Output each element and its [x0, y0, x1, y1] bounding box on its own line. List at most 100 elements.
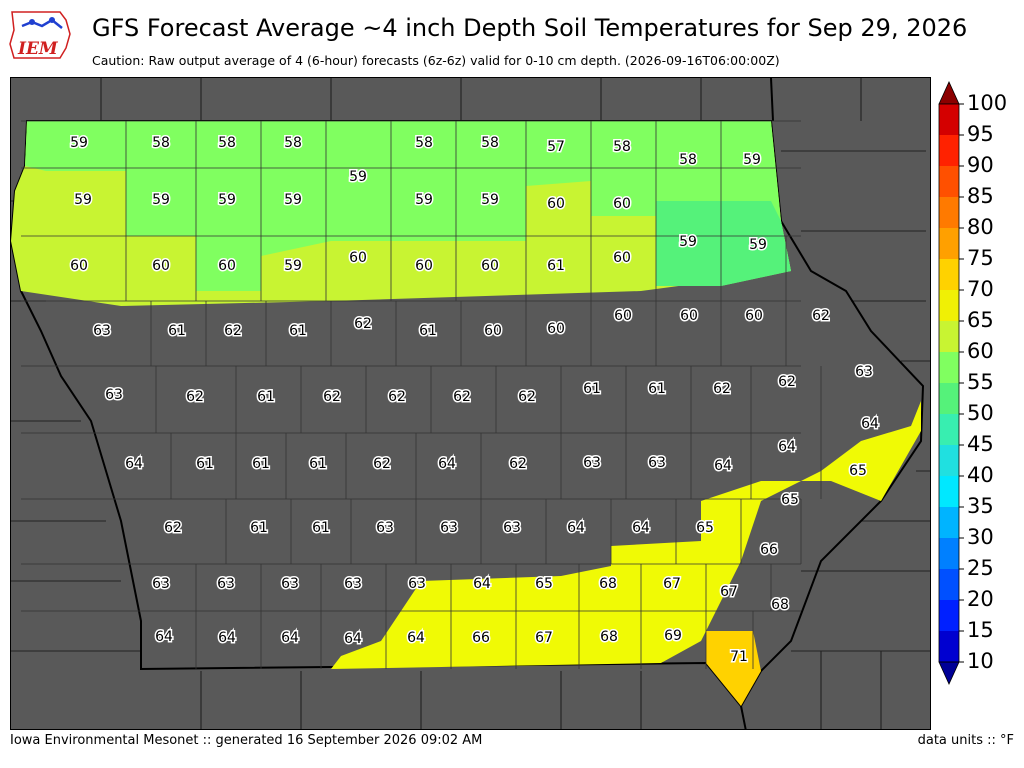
colorbar-swatch: [939, 600, 959, 631]
colorbar-swatches: [938, 81, 960, 685]
colorbar-ticks: 100 95 90 85 80 75 70 65 60 55 50 45 40 35 30 25 20 15 10: [959, 91, 1007, 673]
soil-temperature-map: 59 58 58 58 58 58 57 58 58 59 59 59 59 59 59 59 59 60 60 60…: [10, 77, 931, 730]
county-temperature-label: 61: [168, 323, 186, 339]
county-temperature-label: 62: [453, 389, 471, 405]
colorbar-swatch: [939, 166, 959, 197]
county-temperature-label: 64: [632, 520, 650, 536]
colorbar-swatch: [939, 445, 959, 476]
county-temperature-label: 64: [438, 456, 456, 472]
county-temperature-label: 63: [440, 520, 458, 536]
iowa-shapes: [11, 121, 921, 706]
colorbar-tick-label: 100: [967, 91, 1007, 115]
county-temperature-label: 61: [289, 323, 307, 339]
colorbar-tick-label: 90: [967, 153, 994, 177]
county-temperature-label: 60: [481, 258, 499, 274]
county-temperature-label: 62: [323, 389, 341, 405]
colorbar-tick-label: 30: [967, 525, 994, 549]
colorbar-tick-label: 25: [967, 556, 994, 580]
colorbar-swatch: [939, 135, 959, 166]
county-temperature-label: 68: [771, 597, 789, 613]
iem-logo: IEM: [8, 4, 78, 64]
county-temperature-label: 62: [812, 308, 830, 324]
colorbar-tick-label: 45: [967, 432, 994, 456]
county-temperature-label: 59: [679, 234, 697, 250]
county-temperature-label: 59: [481, 192, 499, 208]
colorbar-swatch: [939, 383, 959, 414]
logo-text: IEM: [17, 39, 59, 59]
colorbar-swatch: [939, 228, 959, 259]
county-temperature-label: 64: [861, 416, 879, 432]
temperature-labels: 59 58 58 58 58 58 57 58 58 59 59 59 59 59 59 59 59 60 60 60…: [69, 134, 881, 667]
county-temperature-label: 64: [778, 439, 796, 455]
county-temperature-label: 65: [849, 463, 867, 479]
page-subtitle: Caution: Raw output average of 4 (6-hour…: [92, 53, 780, 68]
colorbar-swatch: [939, 476, 959, 507]
county-temperature-label: 65: [696, 520, 714, 536]
county-temperature-label: 59: [284, 258, 302, 274]
temperature-region: [25, 121, 791, 291]
colorbar-swatch: [939, 538, 959, 569]
colorbar-swatch: [939, 259, 959, 290]
colorbar-tick-label: 40: [967, 463, 994, 487]
county-temperature-label: 60: [547, 196, 565, 212]
county-temperature-label: 68: [600, 629, 618, 645]
county-temperature-label: 61: [583, 381, 601, 397]
county-temperature-label: 60: [152, 258, 170, 274]
colorbar-tick-label: 10: [967, 649, 994, 673]
colorbar-swatch: [939, 197, 959, 228]
footer-units: data units :: °F: [917, 733, 1014, 748]
county-temperature-label: 64: [344, 631, 362, 647]
county-temperature-label: 58: [679, 152, 697, 168]
county-temperature-label: 64: [407, 630, 425, 646]
county-temperature-label: 60: [680, 308, 698, 324]
county-temperature-label: 63: [583, 455, 601, 471]
county-temperature-label: 62: [186, 389, 204, 405]
county-temperature-label: 63: [93, 323, 111, 339]
county-temperature-label: 63: [503, 520, 521, 536]
colorbar-swatch: [939, 290, 959, 321]
county-temperature-label: 59: [284, 192, 302, 208]
county-temperature-label: 67: [663, 576, 681, 592]
county-temperature-label: 61: [547, 258, 565, 274]
colorbar-tick-label: 15: [967, 618, 994, 642]
colorbar-tick-label: 75: [967, 246, 994, 270]
colorbar-arrow-bottom: [938, 661, 960, 685]
county-temperature-label: 59: [218, 192, 236, 208]
colorbar-tick-label: 20: [967, 587, 994, 611]
county-temperature-label: 60: [613, 250, 631, 266]
county-temperature-label: 63: [648, 455, 666, 471]
temperature-region: [706, 631, 761, 706]
county-temperature-label: 64: [155, 629, 173, 645]
county-temperature-label: 62: [388, 389, 406, 405]
county-temperature-label: 67: [720, 584, 738, 600]
county-temperature-label: 61: [252, 456, 270, 472]
county-temperature-label: 62: [164, 520, 182, 536]
colorbar-swatch: [939, 631, 959, 662]
county-temperature-label: 62: [354, 316, 372, 332]
county-temperature-label: 66: [472, 630, 490, 646]
county-temperature-label: 61: [257, 389, 275, 405]
county-temperature-label: 64: [714, 458, 732, 474]
county-temperature-label: 63: [281, 576, 299, 592]
county-temperature-label: 62: [224, 323, 242, 339]
county-temperature-label: 58: [613, 139, 631, 155]
county-temperature-label: 65: [781, 492, 799, 508]
colorbar-swatch: [939, 507, 959, 538]
county-temperature-label: 61: [312, 520, 330, 536]
county-temperature-label: 64: [567, 520, 585, 536]
county-temperature-label: 69: [664, 628, 682, 644]
county-temperature-label: 58: [218, 135, 236, 151]
county-temperature-label: 58: [284, 135, 302, 151]
county-temperature-label: 62: [518, 389, 536, 405]
colorbar-swatch: [939, 414, 959, 445]
colorbar-tick-label: 55: [967, 370, 994, 394]
colorbar-tick-label: 95: [967, 122, 994, 146]
county-temperature-label: 60: [745, 308, 763, 324]
colorbar-tick-label: 50: [967, 401, 994, 425]
county-temperature-label: 66: [760, 542, 778, 558]
county-temperature-label: 62: [509, 456, 527, 472]
county-temperature-label: 61: [648, 381, 666, 397]
county-temperature-label: 63: [408, 576, 426, 592]
county-temperature-label: 64: [218, 630, 236, 646]
county-temperature-label: 59: [349, 169, 367, 185]
